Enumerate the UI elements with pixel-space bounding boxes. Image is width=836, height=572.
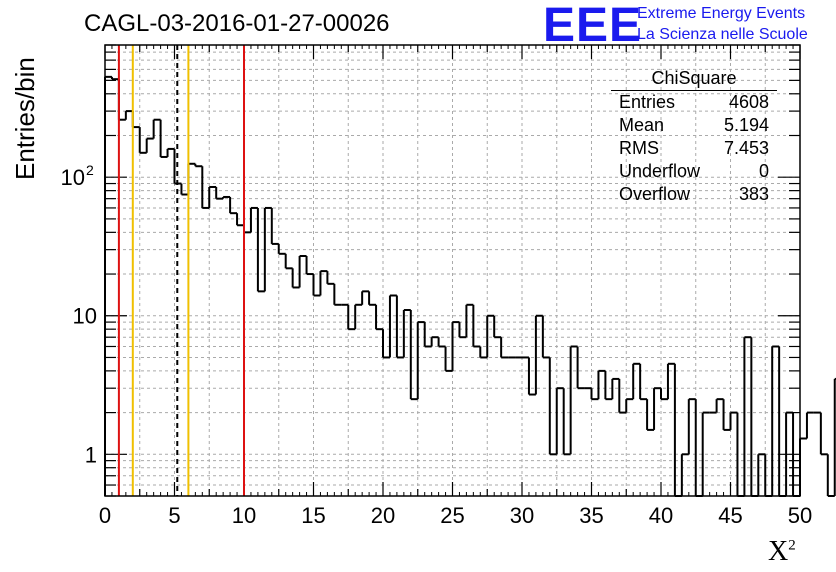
stats-value: 7.453 [723, 138, 769, 158]
stats-row-underflow: Underflow 0 [611, 160, 777, 183]
stats-label: Entries [619, 92, 676, 112]
logo-mark: EEE [543, 0, 643, 52]
histogram-bins [104, 75, 836, 497]
x-tick-label: 50 [788, 503, 812, 528]
logo-line-2: La Scienza nelle Scuole [637, 26, 808, 43]
stats-value: 383 [738, 184, 769, 204]
y-tick-label-exponent: 2 [86, 162, 94, 178]
y-axis-label: Entries/bin [10, 57, 40, 180]
grid-lines [105, 44, 800, 497]
x-axis-label-base: X [768, 536, 789, 567]
stats-box: ChiSquare Entries 4608 Mean 5.194 RMS 7.453… [611, 66, 777, 206]
x-tick-label: 40 [649, 503, 673, 528]
y-tick-label: 10 [73, 304, 97, 329]
chart-title: CAGL-03-2016-01-27-00026 [84, 10, 390, 37]
stats-value: 5.194 [723, 115, 769, 135]
stats-value: 4608 [728, 92, 769, 112]
x-axis-label: X2 [768, 536, 796, 568]
x-tick-label: 35 [579, 503, 603, 528]
stats-row-overflow: Overflow 383 [611, 183, 777, 206]
logo-line-1: Extreme Energy Events [637, 5, 806, 22]
x-tick-label: 0 [99, 503, 111, 528]
y-tick-label: 1 [85, 442, 97, 467]
stats-label: RMS [619, 138, 659, 158]
x-tick-label: 15 [301, 503, 325, 528]
y-tick-label: 10 [61, 165, 85, 190]
reference-lines [117, 45, 245, 496]
stats-row-entries: Entries 4608 [611, 91, 777, 114]
x-tick-label: 5 [168, 503, 180, 528]
x-axis-label-exponent: 2 [788, 537, 796, 554]
x-tick-label: 10 [232, 503, 256, 528]
stats-label: Mean [619, 115, 665, 135]
stats-value: 0 [758, 161, 769, 181]
x-tick-label: 25 [440, 503, 464, 528]
stats-label: Overflow [619, 184, 691, 204]
stats-row-rms: RMS 7.453 [611, 137, 777, 160]
stats-label: Underflow [619, 161, 701, 181]
stats-row-mean: Mean 5.194 [611, 114, 777, 137]
stats-title: ChiSquare [611, 66, 777, 91]
x-tick-label: 30 [510, 503, 534, 528]
x-tick-label: 45 [718, 503, 742, 528]
plot-frame [104, 44, 801, 497]
x-tick-label: 20 [371, 503, 395, 528]
